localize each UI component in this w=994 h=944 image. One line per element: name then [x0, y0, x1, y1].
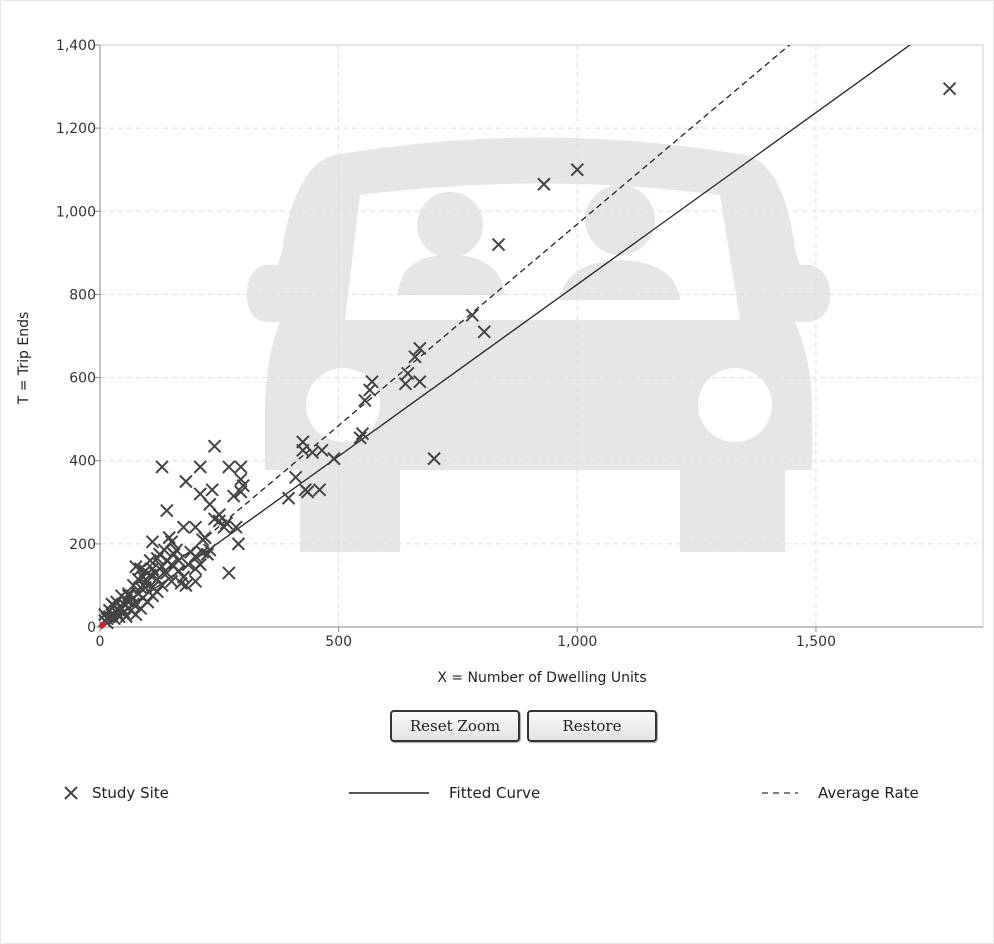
reset-zoom-button[interactable]: Reset Zoom: [390, 710, 520, 742]
study-site-point[interactable]: [145, 535, 160, 549]
study-site-point[interactable]: [148, 566, 162, 580]
study-site-point[interactable]: [172, 564, 186, 578]
study-site-point[interactable]: [234, 460, 248, 474]
trend-lines: [100, 45, 912, 627]
x-axis-title: X = Number of Dwelling Units: [437, 670, 646, 686]
study-site-point[interactable]: [226, 489, 241, 503]
study-site-point[interactable]: [133, 601, 148, 616]
study-site-point[interactable]: [358, 393, 372, 408]
study-site-point[interactable]: [537, 177, 551, 191]
study-site-point[interactable]: [195, 532, 210, 547]
study-site-point[interactable]: [288, 470, 303, 485]
study-site-point[interactable]: [398, 377, 413, 391]
study-site-point[interactable]: [365, 375, 379, 389]
y-tick-label: 1,200: [56, 121, 96, 137]
legend-study-site[interactable]: Study Site: [62, 780, 169, 806]
study-site-point[interactable]: [413, 375, 427, 389]
x-tick-label: 1,500: [796, 634, 836, 650]
highlight-point: [99, 621, 106, 628]
study-site-point[interactable]: [222, 566, 236, 580]
study-site-points[interactable]: [98, 81, 957, 630]
axes: [99, 45, 983, 628]
dashed-line-icon: [762, 792, 798, 794]
x-tick-label: 1,000: [557, 634, 597, 650]
study-site-point[interactable]: [477, 325, 491, 339]
x-marker-icon: [64, 786, 78, 800]
y-axis-title: T = Trip Ends: [16, 312, 32, 406]
study-site-point[interactable]: [176, 520, 191, 534]
y-tick-label: 800: [69, 287, 96, 303]
study-site-point[interactable]: [570, 163, 585, 177]
study-site-point[interactable]: [200, 547, 215, 561]
legend-average-rate-label: Average Rate: [818, 784, 919, 802]
car-watermark-details: [306, 183, 772, 442]
study-site-point[interactable]: [164, 574, 179, 588]
study-site-point[interactable]: [179, 474, 193, 489]
legend-fitted-curve[interactable]: Fitted Curve: [347, 780, 540, 806]
study-site-point[interactable]: [362, 383, 377, 397]
study-site-point[interactable]: [152, 547, 167, 561]
study-site-point[interactable]: [465, 308, 479, 322]
study-site-point[interactable]: [193, 557, 207, 572]
study-site-point[interactable]: [179, 578, 193, 593]
x-tick-label: 500: [325, 634, 352, 650]
study-site-point[interactable]: [133, 580, 148, 595]
restore-button[interactable]: Restore: [527, 710, 657, 742]
study-site-point[interactable]: [353, 431, 367, 445]
legend-fitted-curve-label: Fitted Curve: [449, 784, 541, 802]
study-site-point[interactable]: [172, 553, 186, 568]
study-site-point[interactable]: [401, 366, 415, 381]
study-site-point[interactable]: [119, 593, 133, 607]
legend-average-rate[interactable]: Average Rate: [760, 780, 919, 806]
study-site-point[interactable]: [300, 485, 315, 499]
average-rate-line: [100, 45, 791, 627]
study-site-point[interactable]: [408, 350, 422, 364]
y-tick-label: 400: [69, 454, 96, 470]
study-site-point[interactable]: [207, 512, 222, 526]
study-site-point[interactable]: [162, 530, 176, 545]
study-site-point[interactable]: [188, 574, 203, 588]
study-site-point[interactable]: [942, 81, 957, 96]
fitted-curve-line: [106, 45, 912, 624]
study-site-point[interactable]: [193, 460, 207, 474]
study-site-point[interactable]: [150, 584, 164, 599]
study-site-point[interactable]: [231, 537, 246, 551]
study-site-point[interactable]: [222, 460, 236, 474]
study-site-point[interactable]: [229, 520, 243, 534]
y-axis-ticks: 0 200 400 600 800 1,000 1,200 1,400: [56, 38, 100, 636]
y-tick-label: 0: [87, 620, 96, 636]
study-site-point[interactable]: [355, 426, 370, 441]
study-site-point[interactable]: [207, 439, 222, 453]
study-site-point[interactable]: [188, 549, 203, 564]
study-site-point[interactable]: [312, 483, 327, 497]
study-site-point[interactable]: [296, 443, 310, 458]
study-site-point[interactable]: [281, 491, 296, 505]
study-site-point[interactable]: [203, 543, 217, 557]
study-site-point[interactable]: [98, 607, 112, 622]
y-tick-label: 600: [69, 371, 96, 387]
study-site-point[interactable]: [129, 607, 143, 622]
study-site-point[interactable]: [126, 597, 141, 611]
study-site-point[interactable]: [212, 514, 227, 528]
x-axis-ticks: 0 500 1,000 1,500: [96, 627, 836, 650]
x-tick-label: 0: [96, 634, 105, 650]
legend-study-site-label: Study Site: [92, 784, 169, 802]
y-tick-label: 200: [69, 537, 96, 553]
y-tick-label: 1,000: [56, 204, 96, 220]
study-site-point[interactable]: [188, 520, 203, 534]
study-site-point[interactable]: [160, 566, 174, 580]
study-site-point[interactable]: [121, 589, 136, 603]
study-site-point[interactable]: [129, 560, 143, 574]
solid-line-icon: [349, 792, 429, 794]
study-site-point[interactable]: [491, 237, 506, 252]
y-tick-label: 1,400: [56, 38, 96, 54]
study-site-point[interactable]: [413, 341, 427, 356]
study-site-point[interactable]: [327, 451, 341, 466]
study-site-point[interactable]: [160, 503, 174, 518]
study-site-point[interactable]: [155, 460, 169, 474]
study-site-point[interactable]: [427, 451, 441, 466]
study-site-point[interactable]: [205, 483, 219, 497]
